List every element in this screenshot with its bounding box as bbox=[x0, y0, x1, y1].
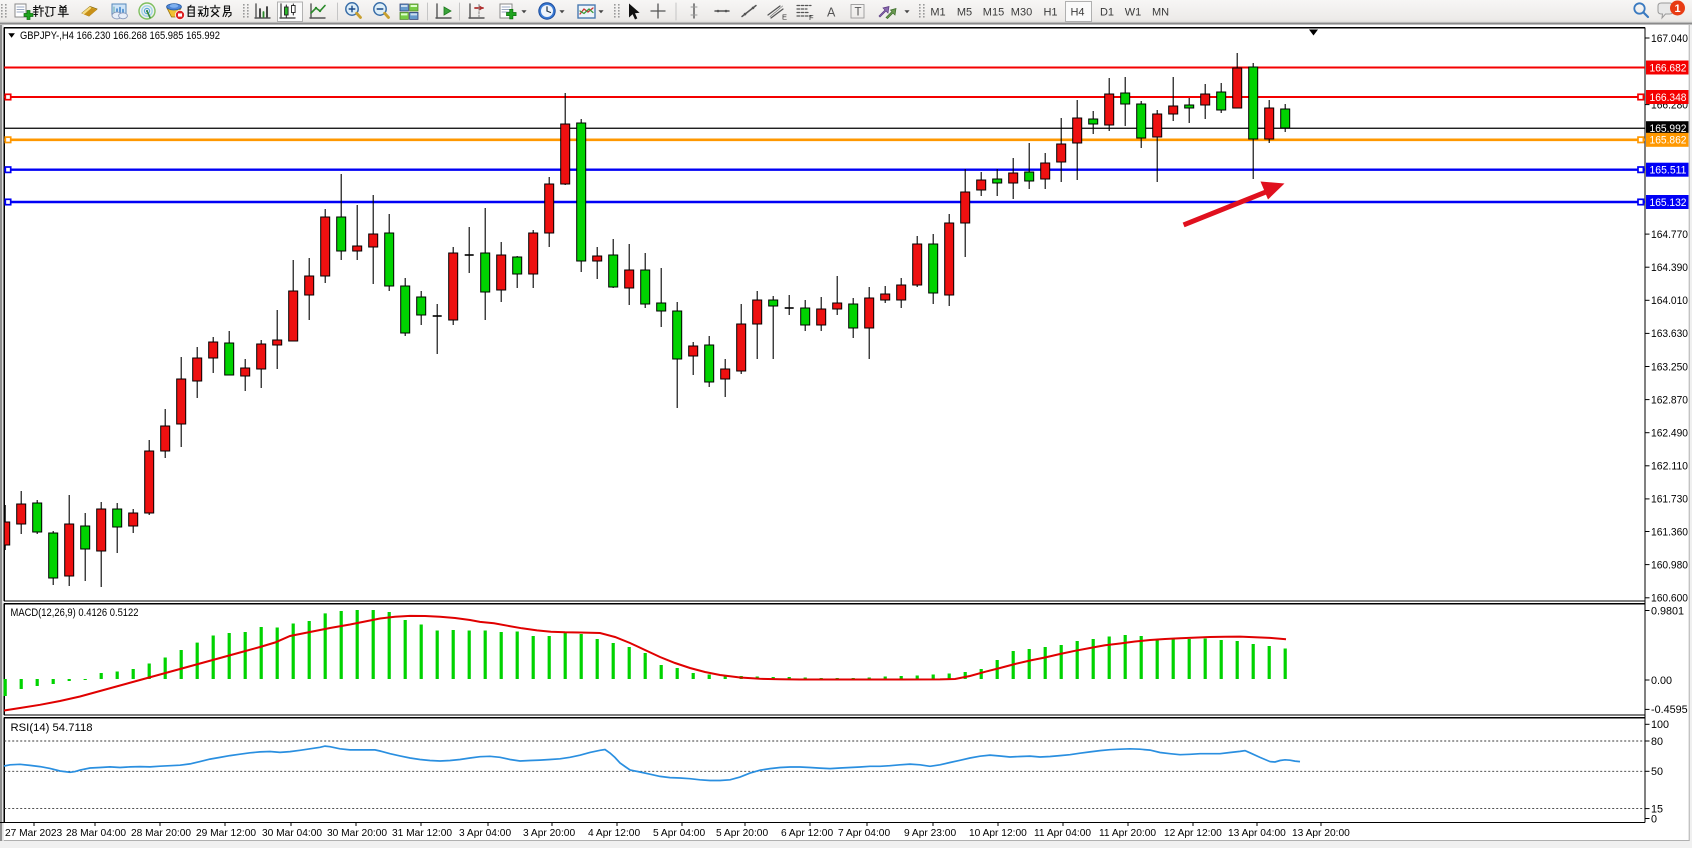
svg-text:3 Apr 20:00: 3 Apr 20:00 bbox=[523, 828, 575, 839]
svg-text:T: T bbox=[855, 7, 862, 19]
svg-text:163.630: 163.630 bbox=[1651, 328, 1688, 340]
svg-text:3 Apr 04:00: 3 Apr 04:00 bbox=[459, 828, 511, 839]
svg-text:160.600: 160.600 bbox=[1651, 593, 1688, 605]
svg-text:165.992: 165.992 bbox=[1650, 123, 1687, 135]
svg-text:29 Mar 12:00: 29 Mar 12:00 bbox=[196, 828, 256, 839]
svg-text:10 Apr 12:00: 10 Apr 12:00 bbox=[969, 828, 1027, 839]
svg-text:15: 15 bbox=[1651, 803, 1663, 815]
svg-text:0.9801: 0.9801 bbox=[1651, 605, 1684, 617]
svg-text:161.730: 161.730 bbox=[1651, 494, 1688, 506]
svg-text:161.360: 161.360 bbox=[1651, 526, 1688, 538]
svg-text:30 Mar 04:00: 30 Mar 04:00 bbox=[262, 828, 322, 839]
svg-text:27 Mar 2023: 27 Mar 2023 bbox=[5, 828, 63, 839]
svg-text:1: 1 bbox=[1674, 3, 1680, 15]
svg-text:M1: M1 bbox=[930, 6, 945, 18]
svg-text:28 Mar 04:00: 28 Mar 04:00 bbox=[66, 828, 126, 839]
svg-text:MACD(12,26,9) 0.4126 0.5122: MACD(12,26,9) 0.4126 0.5122 bbox=[11, 607, 139, 619]
svg-text:165.132: 165.132 bbox=[1650, 197, 1687, 209]
svg-text:0: 0 bbox=[1651, 813, 1657, 825]
svg-text:F: F bbox=[809, 13, 814, 22]
svg-text:0.00: 0.00 bbox=[1651, 675, 1672, 687]
svg-text:166.682: 166.682 bbox=[1650, 62, 1687, 74]
svg-text:RSI(14) 54.7118: RSI(14) 54.7118 bbox=[11, 722, 93, 734]
svg-text:13 Apr 20:00: 13 Apr 20:00 bbox=[1292, 828, 1350, 839]
svg-text:163.250: 163.250 bbox=[1651, 361, 1688, 373]
svg-text:11 Apr 04:00: 11 Apr 04:00 bbox=[1034, 828, 1091, 839]
svg-text:-0.4595: -0.4595 bbox=[1651, 704, 1688, 716]
svg-text:30 Mar 20:00: 30 Mar 20:00 bbox=[327, 828, 387, 839]
svg-text:100: 100 bbox=[1651, 719, 1669, 731]
svg-text:164.390: 164.390 bbox=[1651, 262, 1688, 274]
svg-text:M15: M15 bbox=[983, 6, 1004, 18]
svg-text:MN: MN bbox=[1152, 6, 1169, 18]
svg-text:H1: H1 bbox=[1043, 6, 1057, 18]
svg-text:5 Apr 20:00: 5 Apr 20:00 bbox=[716, 828, 768, 839]
svg-text:164.770: 164.770 bbox=[1651, 229, 1688, 241]
svg-text:A: A bbox=[827, 6, 836, 20]
svg-text:165.862: 165.862 bbox=[1650, 135, 1687, 147]
svg-text:165.511: 165.511 bbox=[1650, 165, 1687, 177]
svg-text:E: E bbox=[782, 13, 787, 22]
svg-text:167.040: 167.040 bbox=[1651, 33, 1688, 45]
svg-text:7 Apr 04:00: 7 Apr 04:00 bbox=[838, 828, 890, 839]
svg-text:4 Apr 12:00: 4 Apr 12:00 bbox=[588, 828, 640, 839]
svg-text:D1: D1 bbox=[1100, 6, 1114, 18]
svg-text:GBPJPY-,H4 166.230 166.268 16: GBPJPY-,H4 166.230 166.268 165.985 165.9… bbox=[20, 30, 220, 42]
svg-text:50: 50 bbox=[1651, 766, 1663, 778]
svg-text:H4: H4 bbox=[1070, 6, 1084, 18]
svg-text:M5: M5 bbox=[957, 6, 972, 18]
svg-text:31 Mar 12:00: 31 Mar 12:00 bbox=[392, 828, 452, 839]
svg-text:162.870: 162.870 bbox=[1651, 394, 1688, 406]
svg-text:28 Mar 20:00: 28 Mar 20:00 bbox=[131, 828, 191, 839]
svg-text:W1: W1 bbox=[1125, 6, 1142, 18]
svg-text:162.490: 162.490 bbox=[1651, 428, 1688, 440]
svg-text:5 Apr 04:00: 5 Apr 04:00 bbox=[653, 828, 705, 839]
svg-text:162.110: 162.110 bbox=[1651, 461, 1688, 473]
svg-text:80: 80 bbox=[1651, 736, 1663, 748]
svg-text:166.348: 166.348 bbox=[1650, 92, 1687, 104]
svg-text:11 Apr 20:00: 11 Apr 20:00 bbox=[1099, 828, 1156, 839]
svg-text:164.010: 164.010 bbox=[1651, 295, 1688, 307]
svg-text:9 Apr 23:00: 9 Apr 23:00 bbox=[904, 828, 956, 839]
svg-text:12 Apr 12:00: 12 Apr 12:00 bbox=[1164, 828, 1222, 839]
svg-text:160.980: 160.980 bbox=[1651, 559, 1688, 571]
svg-text:M30: M30 bbox=[1011, 6, 1032, 18]
svg-text:6 Apr 12:00: 6 Apr 12:00 bbox=[781, 828, 833, 839]
svg-text:13 Apr 04:00: 13 Apr 04:00 bbox=[1228, 828, 1286, 839]
